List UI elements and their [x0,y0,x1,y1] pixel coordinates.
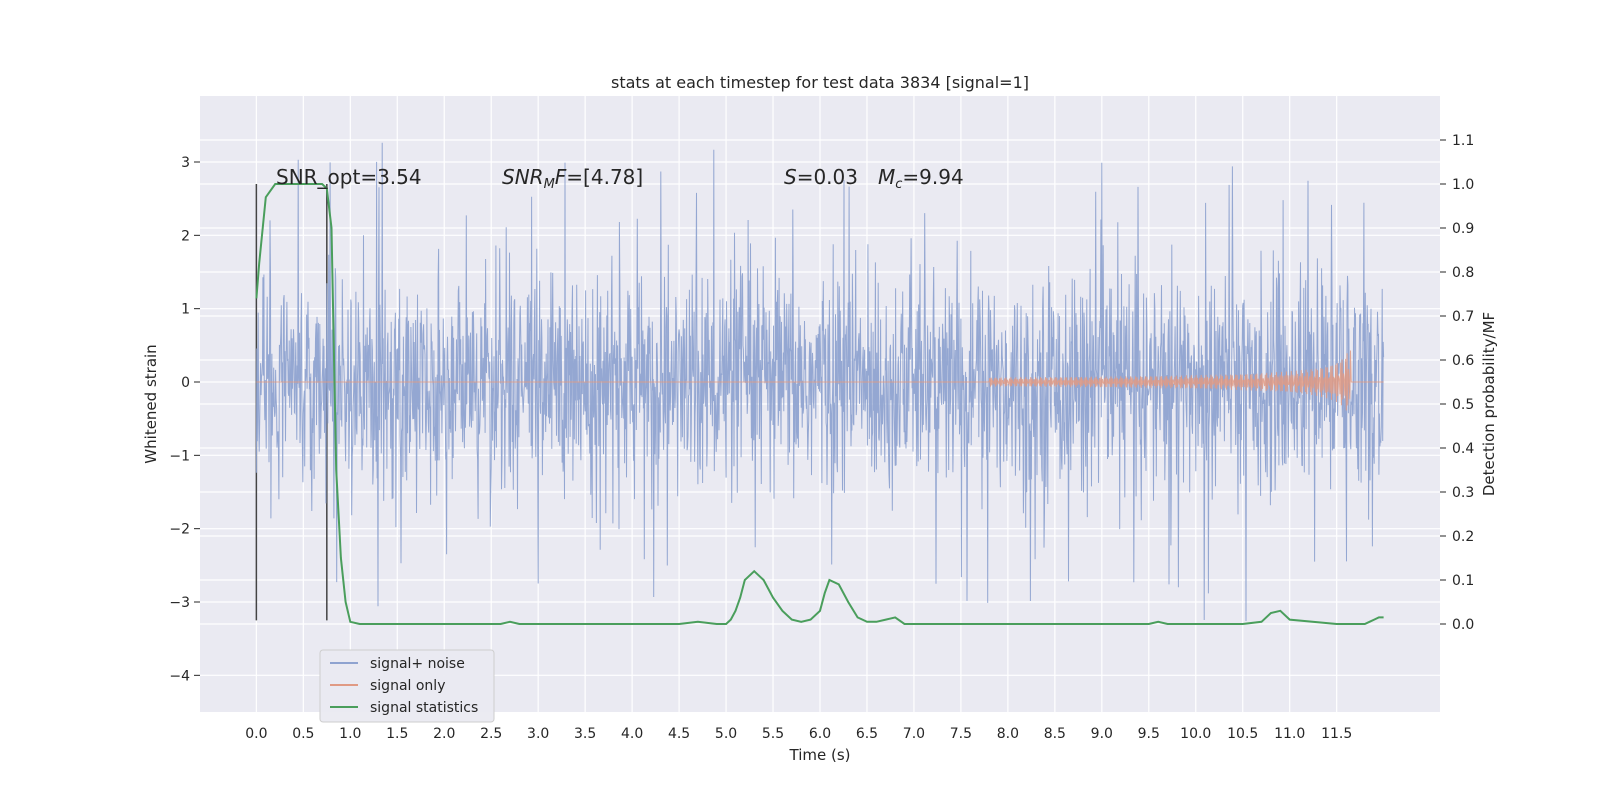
legend: signal+ noise signal only signal statist… [319,649,495,723]
x-tick-label: 6.5 [856,726,878,742]
s-value: =0.03 [797,165,858,189]
x-tick-label: 4.0 [621,726,643,742]
y-left-axis-label: Whitened strain [142,344,160,463]
y-left-tick-label: −2 [169,522,190,538]
y-left-tick-labels: 3 2 1 0 −1 −2 −3 −4 [169,155,200,684]
x-tick-label: 9.5 [1138,726,1160,742]
legend-box [319,649,495,723]
annotation-s: S=0.03 [784,165,858,189]
x-tick-labels: 0.0 0.5 1.0 1.5 2.0 2.5 3.0 3.5 4.0 4.5 5.0 5.5 6.0 6… [245,726,1352,742]
y-right-tick-labels: 1.1 1.0 0.9 0.8 0.7 0.6 0.5 0.4 0.3 0.2 0.1 0.0 [1440,133,1474,633]
legend-label-noise: signal+ noise [370,656,465,672]
y-right-axis-label: Detection probability/MF [1480,312,1498,496]
snr-mf-base: SNR [502,165,544,189]
x-tick-label: 5.5 [762,726,784,742]
signal-plus-noise-line [255,142,1385,622]
signal-statistics-line [255,183,1384,625]
x-tick-label: 0.0 [245,726,267,742]
legend-label-signal: signal only [370,678,445,694]
series-signal-plus-noise [255,142,1385,622]
y-right-tick-label: 0.8 [1452,265,1474,281]
x-tick-label: 0.5 [292,726,314,742]
x-tick-label: 9.0 [1091,726,1113,742]
x-tick-label: 7.0 [903,726,925,742]
series-signal-only [256,350,1384,411]
mc-sub: c [895,177,902,192]
y-left-tick-label: 3 [181,155,190,171]
x-tick-label: 3.0 [527,726,549,742]
mc-value: =9.94 [902,165,963,189]
signal-only-line [256,350,1384,411]
annotation-snr-opt: SNR_opt=3.54 [276,165,422,189]
snr-mf-sub: M [544,177,555,192]
y-right-tick-label: 1.1 [1452,133,1474,149]
x-tick-label: 7.5 [950,726,972,742]
chart-title: stats at each timestep for test data 383… [611,73,1029,92]
y-left-tick-label: 0 [181,375,190,391]
x-tick-label: 8.5 [1044,726,1066,742]
x-axis-label: Time (s) [789,746,851,764]
y-left-tick-label: −4 [169,668,190,684]
x-tick-label: 1.5 [386,726,408,742]
x-tick-label: 10.5 [1227,726,1258,742]
x-tick-label: 5.0 [715,726,737,742]
x-tick-label: 6.0 [809,726,831,742]
y-right-tick-label: 0.2 [1452,529,1474,545]
x-tick-label: 10.0 [1180,726,1211,742]
annotation-mc: Mc=9.94 [878,165,964,192]
y-right-tick-label: 0.1 [1452,573,1474,589]
series-signal-statistics [255,183,1384,625]
y-right-tick-label: 0.0 [1452,617,1474,633]
snr-mf-f: F [555,165,567,189]
x-tick-label: 11.5 [1321,726,1352,742]
y-left-tick-label: 2 [181,228,190,244]
y-left-tick-label: −1 [169,448,190,464]
y-right-tick-label: 0.3 [1452,485,1474,501]
legend-label-stats: signal statistics [370,700,478,716]
snr-mf-value: =[4.78] [566,165,643,189]
x-tick-label: 2.5 [480,726,502,742]
y-left-tick-label: −3 [169,595,190,611]
annotation-snr-mf: SNRMF=[4.78] [502,165,643,192]
y-right-tick-label: 0.4 [1452,441,1474,457]
y-left-tick-label: 1 [181,302,190,318]
x-tick-label: 2.0 [433,726,455,742]
y-right-tick-label: 0.9 [1452,221,1474,237]
x-tick-label: 1.0 [339,726,361,742]
x-tick-label: 11.0 [1274,726,1305,742]
y-right-tick-label: 0.5 [1452,397,1474,413]
y-right-tick-label: 0.6 [1452,353,1474,369]
mc-base: M [878,165,895,189]
x-tick-label: 4.5 [668,726,690,742]
y-right-tick-label: 1.0 [1452,177,1474,193]
s-label: S [784,165,797,189]
x-tick-label: 3.5 [574,726,596,742]
x-tick-label: 8.0 [997,726,1019,742]
y-right-tick-label: 0.7 [1452,309,1474,325]
